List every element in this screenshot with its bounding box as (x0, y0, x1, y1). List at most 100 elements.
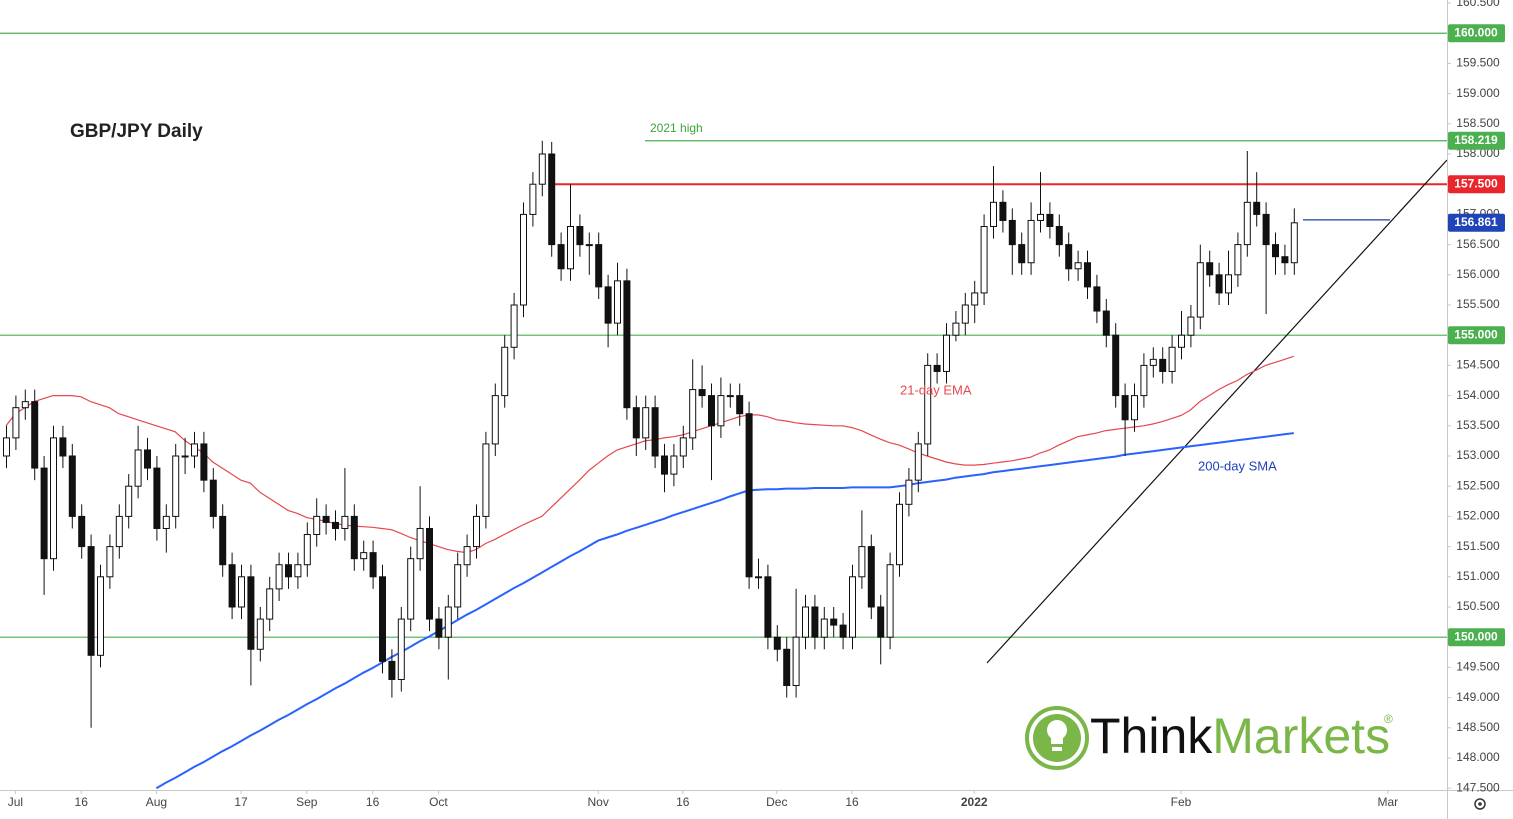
candle-body (792, 636, 800, 687)
candle-body (1178, 334, 1185, 348)
candle-body (219, 515, 227, 566)
candle-body (689, 389, 697, 439)
candle-body (745, 413, 753, 578)
candle-body (294, 564, 302, 578)
level-box (1448, 24, 1505, 43)
candle-body (491, 395, 499, 445)
candle-body (811, 606, 819, 638)
candle-body (698, 389, 706, 397)
candle-body (181, 455, 189, 458)
candle-body (1215, 274, 1223, 294)
candle-body (538, 153, 546, 185)
y-tick-label: 148.000 (1456, 750, 1500, 764)
candle-body (200, 443, 208, 481)
candle-body (1290, 222, 1298, 264)
x-tick-label: Oct (429, 795, 448, 809)
candle-body (651, 407, 659, 457)
candle-body (1093, 286, 1101, 312)
candle-body (256, 618, 264, 650)
candle-body (1140, 364, 1148, 397)
level-label: 155.000 (1454, 327, 1498, 341)
level-box (1448, 175, 1505, 194)
candle-body (736, 395, 744, 415)
candle-body (1168, 346, 1176, 372)
plot-area (0, 32, 1448, 790)
level-label: 158.219 (1454, 133, 1498, 147)
y-tick-label: 156.500 (1456, 237, 1500, 251)
gear[interactable] (1474, 798, 1486, 810)
candle-body (153, 467, 161, 529)
candle-body (961, 304, 969, 324)
x-tick-label: 16 (845, 795, 859, 809)
candle-body (557, 244, 565, 270)
x-tick-label: Nov (588, 795, 609, 809)
candle-body (435, 618, 443, 638)
x-tick-label: Sep (296, 795, 318, 809)
candle-body (1149, 358, 1157, 366)
logo: ThinkMarkets ® (1025, 706, 1393, 770)
gear-hub[interactable] (1478, 802, 1482, 806)
y-tick-label: 150.500 (1456, 599, 1500, 613)
candle-body (585, 244, 593, 247)
candle-body (1196, 262, 1204, 318)
x-tick-label: 16 (676, 795, 690, 809)
candle-body (1243, 201, 1251, 246)
candle-body (529, 183, 537, 215)
y-tick-label: 153.000 (1456, 448, 1500, 462)
candle-body (125, 485, 133, 517)
candle-body (924, 364, 932, 445)
series-label: 200-day SMA (1198, 458, 1277, 473)
candle-body (1084, 262, 1091, 288)
candle-body (839, 624, 847, 638)
candle-body (1272, 244, 1279, 258)
y-tick-label: 159.000 (1456, 86, 1500, 100)
candle-body (1008, 219, 1016, 246)
candle-body (802, 606, 809, 638)
candle-body (896, 503, 903, 566)
x-tick-label: Feb (1171, 795, 1192, 809)
logo-markets: Markets (1212, 708, 1390, 764)
candle-body (980, 225, 988, 294)
candle-body (933, 364, 941, 372)
candle-body (1131, 395, 1138, 421)
candle-body (454, 564, 462, 608)
series-line (155, 432, 1294, 790)
candle-body (783, 648, 791, 687)
series-label: 21-day EMA (900, 382, 972, 397)
candle-body (1225, 274, 1232, 294)
y-tick-label: 154.500 (1456, 358, 1500, 372)
level-box (1448, 326, 1505, 345)
candle-body (1027, 219, 1035, 264)
candle-body (764, 576, 772, 638)
candle-body (1281, 256, 1289, 264)
candle-body (1121, 395, 1129, 421)
candle-body (247, 576, 255, 650)
y-tick-label: 148.500 (1456, 720, 1500, 734)
candle-body (726, 395, 734, 398)
candle-body (990, 201, 997, 227)
series-line (5, 355, 1294, 554)
settings-icon[interactable] (1474, 798, 1486, 810)
candle-body (78, 515, 86, 548)
candle-body (943, 334, 950, 372)
candle-body (501, 346, 509, 397)
candle-body (87, 546, 95, 656)
candle-body (397, 618, 405, 680)
candle-body (303, 534, 311, 566)
candle-body (1018, 244, 1026, 264)
y-tick-label: 160.500 (1456, 0, 1500, 9)
candle-body (849, 576, 856, 638)
y-tick-label: 151.500 (1456, 539, 1500, 553)
candle-body (755, 576, 762, 579)
candle-body (144, 449, 151, 469)
y-tick-label: 158.500 (1456, 116, 1500, 130)
candle-body (31, 401, 39, 469)
level-box (1448, 131, 1505, 150)
candle-body (1046, 213, 1054, 227)
candle-body (614, 280, 621, 324)
candle-body (416, 527, 424, 560)
candle-body (322, 515, 330, 523)
y-tick-label: 154.000 (1456, 388, 1500, 402)
candle-body (228, 564, 236, 608)
trendline (986, 159, 1448, 664)
